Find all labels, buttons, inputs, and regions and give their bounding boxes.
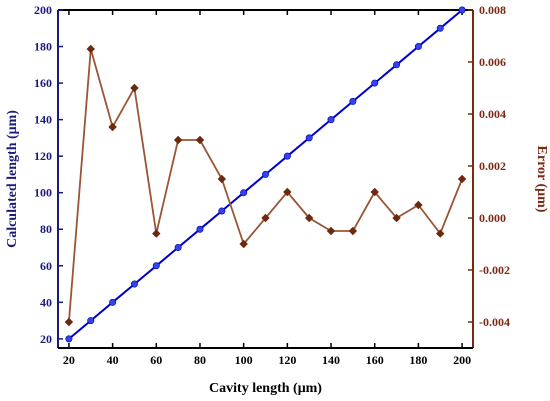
calculated-length-point xyxy=(436,24,444,32)
x-tick-label: 60 xyxy=(150,353,162,367)
y-right-tick-label: 0.000 xyxy=(479,211,506,225)
y-left-tick-label: 160 xyxy=(34,76,52,90)
error-point xyxy=(239,239,248,249)
y-right-tick-label: 0.004 xyxy=(479,107,506,121)
error-point xyxy=(370,187,379,197)
x-tick-label: 80 xyxy=(194,353,206,367)
y-left-tick-label: 60 xyxy=(40,259,52,273)
x-tick-label: 180 xyxy=(409,353,427,367)
error-point xyxy=(152,229,161,238)
y-left-tick-label: 120 xyxy=(34,149,52,163)
y-axis-right-title: Error (μm) xyxy=(534,146,549,213)
error-point xyxy=(86,44,95,54)
error-point xyxy=(304,213,314,223)
y-right-tick-label: 0.002 xyxy=(479,159,506,173)
error-line xyxy=(68,48,463,323)
y-left-tick-label: 80 xyxy=(40,222,52,236)
x-tick-label: 140 xyxy=(322,353,340,367)
y-left-tick-label: 200 xyxy=(34,3,52,17)
calculated-length-point xyxy=(393,61,401,69)
x-tick-label: 200 xyxy=(453,353,471,367)
calculated-length-point xyxy=(240,189,248,197)
calculated-length-point xyxy=(218,207,226,215)
y-left-tick-label: 40 xyxy=(40,295,52,309)
error-point xyxy=(217,174,227,184)
error-point xyxy=(414,200,423,210)
y-left-tick-label: 20 xyxy=(40,332,52,346)
calculated-length-point xyxy=(65,335,73,343)
x-tick-label: 100 xyxy=(235,353,253,367)
error-point xyxy=(457,174,467,184)
y-right-tick-label: -0.002 xyxy=(479,263,510,277)
ticks-group: 20 40 60 80 100 120 140 160 180 200 20 40 60 80 100 120… xyxy=(34,3,510,367)
error-point xyxy=(326,226,336,236)
calculated-length-point xyxy=(261,170,269,178)
y-left-tick-label: 180 xyxy=(34,40,52,54)
y-right-tick-label: 0.006 xyxy=(479,55,506,69)
calculated-length-point xyxy=(174,244,182,252)
error-point xyxy=(195,135,205,145)
y-left-tick-label: 140 xyxy=(34,113,52,127)
error-point xyxy=(108,122,117,132)
calculated-length-point xyxy=(109,298,117,306)
calculated-length-point xyxy=(87,317,95,325)
axes-group xyxy=(57,9,474,349)
error-point xyxy=(64,317,74,327)
error-point xyxy=(392,213,401,223)
calculated-length-point xyxy=(130,280,138,288)
calculated-length-point xyxy=(327,116,335,124)
error-point xyxy=(436,229,445,238)
calculated-length-point xyxy=(349,97,357,105)
calculated-length-point xyxy=(305,134,313,142)
error-point xyxy=(173,135,183,145)
calculated-length-point xyxy=(414,43,422,51)
error-point xyxy=(130,83,139,93)
x-tick-label: 20 xyxy=(63,353,75,367)
calculated-length-point xyxy=(196,225,204,233)
calculated-length-point xyxy=(371,79,379,87)
calculated-length-point xyxy=(152,262,160,270)
calculated-length-point xyxy=(458,6,466,14)
x-tick-label: 40 xyxy=(107,353,119,367)
error-point xyxy=(261,213,270,223)
calculated-length-point xyxy=(283,152,291,160)
series-group xyxy=(64,6,467,343)
error-point xyxy=(283,187,292,197)
x-axis-title: Cavity length (μm) xyxy=(209,381,322,396)
error-point xyxy=(348,226,358,236)
y-right-tick-label: -0.004 xyxy=(479,315,510,329)
y-left-tick-label: 100 xyxy=(34,186,52,200)
x-tick-label: 160 xyxy=(366,353,384,367)
y-axis-left-title: Calculated length (μm) xyxy=(5,110,20,248)
x-tick-label: 120 xyxy=(278,353,296,367)
y-right-tick-label: 0.008 xyxy=(479,3,506,17)
